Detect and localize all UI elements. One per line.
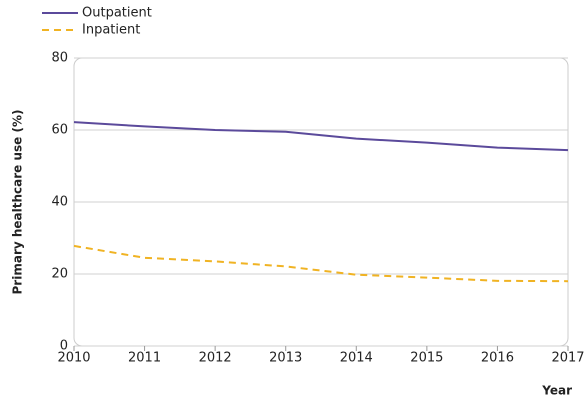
y-tick-label: 0 bbox=[60, 339, 68, 354]
y-tick-label: 60 bbox=[51, 123, 68, 138]
y-tick-label: 80 bbox=[51, 51, 68, 66]
series-line bbox=[73, 244, 569, 283]
series-line bbox=[73, 121, 569, 152]
y-axis-title: Primary healthcare use (%) bbox=[11, 110, 25, 295]
legend-label: Inpatient bbox=[82, 23, 140, 38]
x-tick-label: 2013 bbox=[269, 351, 302, 366]
x-axis-title: Year bbox=[541, 384, 572, 398]
x-tick-label: 2011 bbox=[128, 351, 161, 366]
x-tick-label: 2016 bbox=[481, 351, 514, 366]
legend-label: Outpatient bbox=[82, 6, 152, 21]
x-tick-label: 2010 bbox=[57, 351, 90, 366]
x-tick-label: 2012 bbox=[199, 351, 232, 366]
y-tick-label: 20 bbox=[51, 267, 68, 282]
x-tick-label: 2014 bbox=[340, 351, 373, 366]
x-tick-label: 2017 bbox=[551, 351, 584, 366]
y-tick-label: 40 bbox=[51, 195, 68, 210]
x-tick-label: 2015 bbox=[410, 351, 443, 366]
